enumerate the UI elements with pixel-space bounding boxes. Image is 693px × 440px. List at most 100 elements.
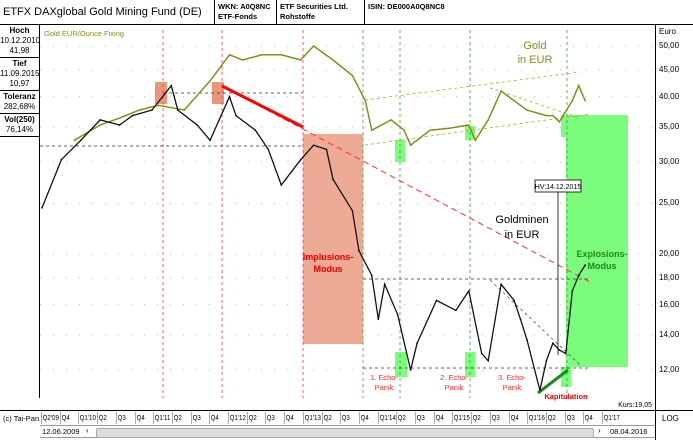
- gold-point: [584, 99, 586, 102]
- x-tick-label: Q1'17: [602, 412, 620, 424]
- echo-marker-1: [395, 352, 407, 377]
- miners-point: [500, 283, 502, 286]
- capitulation-line: [537, 368, 569, 395]
- miners-point: [267, 148, 270, 151]
- gold-channel-bottom: [364, 113, 591, 146]
- echo-marker-3: [561, 367, 571, 387]
- end-date: 08.04.2016: [610, 427, 648, 436]
- miners-point: [196, 124, 198, 126]
- echo2-label: Panik: [445, 383, 464, 392]
- isin: ISIN: DE000A0Q8NC8: [368, 2, 445, 11]
- gold-point: [526, 109, 528, 111]
- last-price: Kurs:19,05: [618, 402, 652, 409]
- gold-point: [552, 114, 554, 117]
- time-axis: [0, 410, 693, 411]
- scroll-left-icon[interactable]: ‹: [86, 426, 89, 435]
- x-tick-label: Q4: [209, 412, 220, 424]
- gold-point: [364, 99, 367, 102]
- x-tick-label: Q4: [284, 412, 294, 424]
- x-tick-label: Q4: [134, 412, 145, 424]
- miners-point: [280, 184, 283, 186]
- gold-point: [332, 59, 334, 61]
- gold-point: [209, 79, 211, 82]
- header: ETFX DAXglobal Gold Mining Fund (DE) WKN…: [0, 0, 693, 25]
- price-chart: Gold EUR/Ounce Fixing Gold in EUR Goldmin…: [40, 29, 655, 409]
- miners-point: [99, 119, 101, 121]
- y-tick-label: 18,00: [659, 272, 680, 282]
- miners-point: [539, 389, 541, 392]
- x-tick-label: Q2: [545, 412, 556, 424]
- explosion-label: Modus: [588, 261, 617, 271]
- x-tick-label: Q2: [321, 412, 332, 424]
- miners-label: Goldminen: [495, 214, 548, 226]
- miners-point: [41, 207, 43, 209]
- miners-point: [396, 314, 399, 316]
- gold-point: [228, 53, 231, 56]
- y-axis: Euro 50,00 45,00 40,00 35,00 30,00 25,00 20,00…: [655, 25, 693, 440]
- x-tick-label: Q3: [265, 412, 276, 424]
- x-tick-label: Q1'15: [452, 412, 471, 424]
- miners-point: [435, 299, 438, 302]
- x-tick-label: Q3: [489, 412, 500, 424]
- gold-channel-top: [364, 71, 581, 101]
- miners-point: [358, 249, 360, 252]
- fund-title: ETFX DAXglobal Gold Mining Fund (DE): [0, 0, 215, 25]
- gold-series-line: [73, 45, 586, 147]
- y-tick-label: 25,00: [659, 198, 680, 208]
- x-tick-label: Q3: [190, 412, 201, 424]
- miners-point: [409, 369, 412, 371]
- gold-point: [241, 59, 244, 61]
- gold-point: [157, 104, 160, 107]
- x-tick-label: Q2: [246, 412, 257, 424]
- copyright: (c) Tai-Pan: [3, 414, 40, 423]
- x-tick-label: Q3: [415, 412, 425, 424]
- gold-point: [138, 109, 140, 111]
- y-tick-label: 30,00: [659, 156, 680, 166]
- miners-point: [468, 290, 470, 292]
- trend-break-line: [221, 84, 304, 129]
- x-tick-label: Q4: [583, 412, 594, 424]
- gold-point: [99, 124, 101, 126]
- legend-gold: Gold EUR/Ounce Fixing: [44, 29, 124, 38]
- echo-marker-2: [465, 352, 475, 377]
- x-tick-label: Q4: [59, 412, 70, 424]
- issuer: ETF Securities Ltd.: [280, 2, 348, 11]
- gold-point: [118, 117, 121, 119]
- time-scrollbar[interactable]: 12.06.2009 ‹ › 08.04.2016: [40, 425, 655, 438]
- miners-wedge-line: [489, 279, 581, 366]
- miners-point: [235, 114, 237, 117]
- miners-point: [377, 318, 380, 321]
- scrollbar-thumb[interactable]: [96, 428, 594, 438]
- x-tick-label: Q1'10: [78, 412, 97, 424]
- log-scale-toggle[interactable]: LOG: [662, 414, 679, 423]
- miners-point: [170, 84, 173, 87]
- x-tick-label: Q2: [171, 412, 182, 424]
- gold-point: [558, 121, 561, 123]
- x-tick-label: Q3: [115, 412, 126, 424]
- miners-point: [228, 95, 231, 98]
- x-tick-label: Q4: [358, 412, 369, 424]
- x-tick-label: Q1'14: [377, 412, 396, 424]
- miners-point: [151, 109, 153, 111]
- gold-point: [487, 119, 490, 121]
- x-tick-label: Q1'11: [153, 412, 171, 424]
- gold-point: [513, 99, 515, 102]
- gold-point: [468, 124, 470, 126]
- high-marker-1: [155, 82, 167, 104]
- miners-point: [312, 144, 315, 146]
- echo3-label: 3. Echo-: [498, 373, 526, 382]
- y-tick-label: 50,00: [659, 41, 680, 50]
- miners-point: [584, 264, 586, 266]
- y-tick-label: 35,00: [659, 121, 680, 131]
- miners-point: [332, 178, 334, 181]
- y-axis-unit: Euro: [659, 27, 676, 36]
- wkn: WKN: A0Q8NC: [218, 2, 271, 11]
- echo1-label: Panik: [375, 383, 394, 392]
- hv-box: [534, 179, 582, 193]
- miners-point: [416, 342, 418, 345]
- gold-point: [73, 139, 76, 142]
- x-tick-label: Q1'13: [302, 412, 321, 424]
- wkn-cell: WKN: A0Q8NC ETF-Fonds: [215, 0, 277, 25]
- scroll-right-icon[interactable]: ›: [598, 426, 601, 435]
- x-tick-label: Q2: [396, 412, 407, 424]
